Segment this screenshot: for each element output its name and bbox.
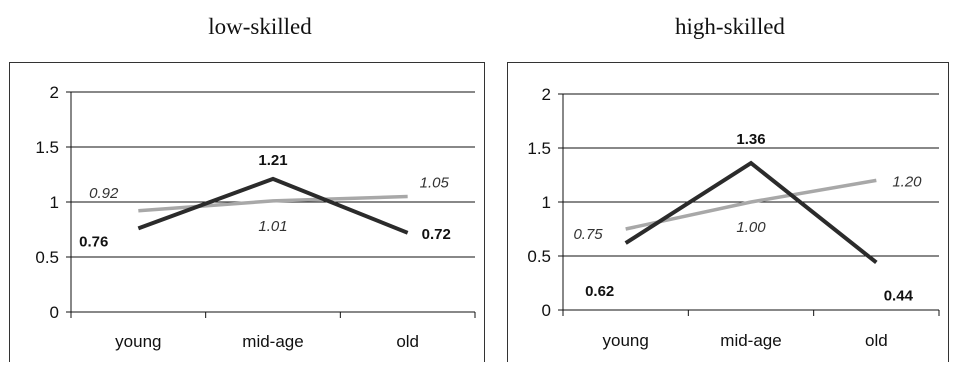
y-tick-label: 0 bbox=[50, 303, 59, 322]
data-label: 0.62 bbox=[585, 283, 614, 300]
data-label: 1.00 bbox=[736, 219, 766, 236]
data-label: 0.76 bbox=[79, 233, 108, 250]
x-category-label: young bbox=[603, 331, 649, 350]
y-tick-label: 0.5 bbox=[527, 247, 551, 266]
data-label: 1.01 bbox=[258, 218, 287, 235]
x-category-label: mid-age bbox=[242, 332, 303, 351]
y-tick-label: 1 bbox=[542, 193, 551, 212]
chart-low-skilled: 0 0.5 1 1.5 2 young mid-age old 0.76 1.21 0.72 0.92… bbox=[9, 62, 485, 362]
chart-title-high-skilled: high-skilled bbox=[675, 14, 785, 39]
series-line-dark bbox=[137, 176, 409, 235]
data-label: 1.20 bbox=[892, 173, 922, 190]
data-label: 0.75 bbox=[573, 226, 603, 243]
data-label: 0.72 bbox=[422, 226, 451, 243]
chart-svg-high-skilled: 0 0.5 1 1.5 2 young mid-age old 0.62 1.36 0.44 0.75… bbox=[507, 62, 949, 362]
y-tick-label: 1.5 bbox=[35, 138, 59, 157]
data-label: 1.21 bbox=[258, 152, 287, 169]
data-label: 0.44 bbox=[884, 287, 914, 304]
x-category-label: old bbox=[396, 332, 419, 351]
series-line-light bbox=[138, 194, 408, 213]
y-tick-label: 1.5 bbox=[527, 139, 551, 158]
x-category-label: young bbox=[115, 332, 161, 351]
chart-svg-low-skilled: 0 0.5 1 1.5 2 young mid-age old 0.76 1.21 0.72 0.92… bbox=[9, 62, 485, 362]
chart-high-skilled: 0 0.5 1 1.5 2 young mid-age old 0.62 1.36 0.44 0.75… bbox=[507, 62, 949, 362]
series-line-dark bbox=[624, 160, 878, 265]
data-label: 1.36 bbox=[736, 131, 765, 148]
chart-title-low-skilled: low-skilled bbox=[208, 14, 312, 39]
data-label: 1.05 bbox=[420, 175, 450, 192]
y-tick-label: 1 bbox=[50, 193, 59, 212]
y-tick-label: 0 bbox=[542, 301, 551, 320]
series-line-light bbox=[625, 178, 877, 231]
y-tick-label: 0.5 bbox=[35, 248, 59, 267]
x-category-label: mid-age bbox=[720, 331, 781, 350]
chart-frame bbox=[507, 62, 949, 362]
y-tick-label: 2 bbox=[50, 83, 59, 102]
x-category-label: old bbox=[865, 331, 888, 350]
data-label: 0.92 bbox=[89, 185, 119, 202]
chart-frame bbox=[9, 62, 485, 362]
y-tick-label: 2 bbox=[542, 85, 551, 104]
